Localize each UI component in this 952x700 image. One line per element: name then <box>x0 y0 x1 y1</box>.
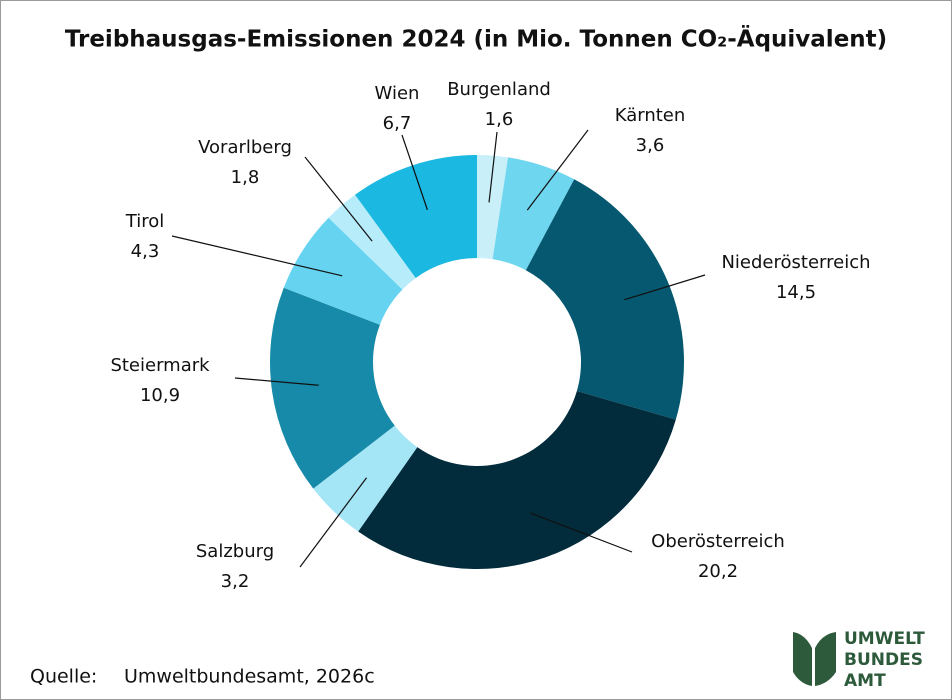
donut-slice <box>355 155 477 278</box>
leader-line <box>171 235 343 277</box>
logo-leaf <box>815 632 836 686</box>
donut-slice <box>492 157 575 271</box>
slice-label: Wien <box>375 83 420 104</box>
slice-label: Niederösterreich <box>721 252 870 273</box>
logo: UMWELT BUNDES AMT <box>793 629 925 691</box>
donut-slice <box>328 194 416 290</box>
slice-value: 1,6 <box>485 109 514 130</box>
leader-line <box>304 156 373 242</box>
logo-text: BUNDES <box>844 650 923 670</box>
donut-slice <box>283 217 403 325</box>
slice-label: Steiermark <box>110 355 210 376</box>
leader-line <box>624 274 706 301</box>
leader-line <box>529 512 633 553</box>
slice-label: Oberösterreich <box>651 531 785 552</box>
logo-text: AMT <box>844 671 886 691</box>
donut-slice <box>358 390 676 569</box>
source-label: Quelle: <box>30 666 97 688</box>
slice-value: 3,2 <box>221 571 250 592</box>
slice-value: 10,9 <box>140 385 180 406</box>
leader-line <box>299 477 368 568</box>
slice-value: 3,6 <box>636 135 665 156</box>
slice-value: 4,3 <box>131 241 160 262</box>
donut-slice <box>477 155 509 260</box>
slice-label: Vorarlberg <box>198 137 292 158</box>
logo-leaf <box>793 632 812 686</box>
slice-label: Kärnten <box>615 105 686 126</box>
leader-line <box>526 129 589 211</box>
slice-value: 1,8 <box>231 167 260 188</box>
chart-title: Treibhausgas-Emissionen 2024 (in Mio. To… <box>65 25 887 53</box>
source: Umweltbundesamt, 2026c <box>124 666 375 688</box>
slice-value: 14,5 <box>776 282 816 303</box>
donut-slice <box>269 287 395 489</box>
leader-line <box>488 131 498 203</box>
slice-label: Salzburg <box>196 541 274 562</box>
donut-slice <box>525 179 684 420</box>
slice-label: Burgenland <box>447 79 551 100</box>
leader-line <box>401 134 428 211</box>
slice-label: Tirol <box>125 211 164 232</box>
leader-line <box>234 377 319 386</box>
slice-value: 20,2 <box>698 561 738 582</box>
logo-text: UMWELT <box>844 629 925 649</box>
slice-value: 6,7 <box>383 113 412 134</box>
